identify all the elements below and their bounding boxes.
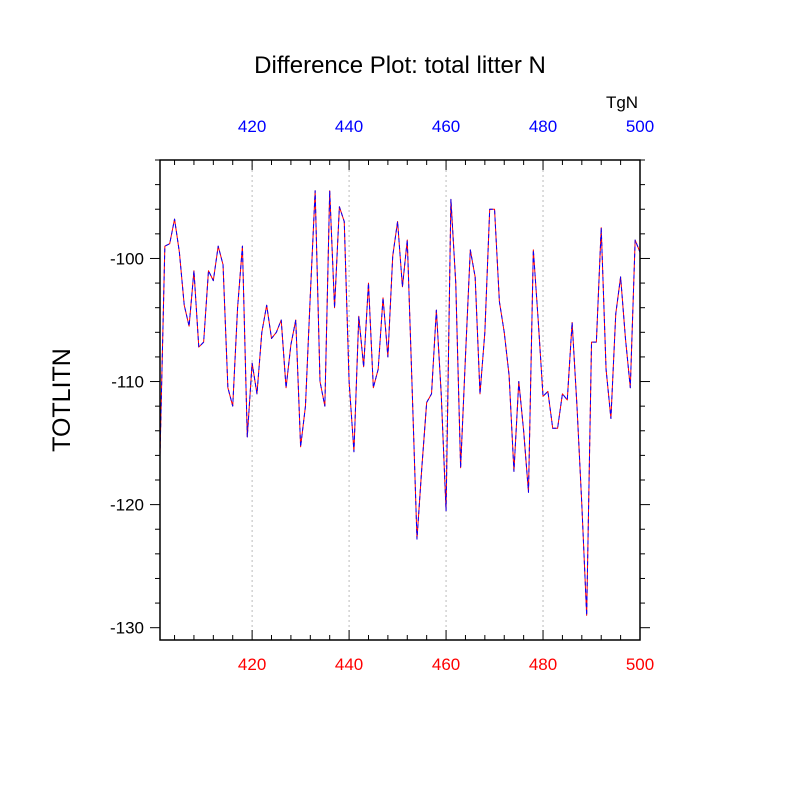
x-tick-label-top-420: 420 [238, 117, 266, 136]
x-tick-label-bottom-480: 480 [529, 655, 557, 674]
plot-frame [159, 159, 641, 641]
x-tick-label-bottom-500: 500 [626, 655, 654, 674]
x-tick-label-bottom-420: 420 [238, 655, 266, 674]
x-tick-label-bottom-440: 440 [335, 655, 363, 674]
axis-ticks: 420 420 440 440 460 460 480 480 500 500 -130 -120 -1… [110, 117, 654, 674]
y-tick-label--130: -130 [110, 619, 144, 638]
y-axis-label: TOTLITN [48, 348, 76, 452]
x-tick-label-top-500: 500 [626, 117, 654, 136]
x-tick-label-top-440: 440 [335, 117, 363, 136]
series-line-blue-dashed [159, 190, 641, 616]
y-tick-label--110: -110 [111, 373, 144, 392]
grid-lines [251, 160, 544, 640]
data-series [159, 190, 641, 616]
y-tick-label--100: -100 [110, 249, 144, 268]
x-tick-label-top-480: 480 [529, 117, 557, 136]
y-tick-label--120: -120 [110, 496, 144, 515]
chart-title: Difference Plot: total litter N [254, 52, 546, 79]
x-tick-label-top-460: 460 [432, 117, 460, 136]
x-tick-label-bottom-460: 460 [432, 655, 460, 674]
unit-label: TgN [606, 93, 638, 112]
